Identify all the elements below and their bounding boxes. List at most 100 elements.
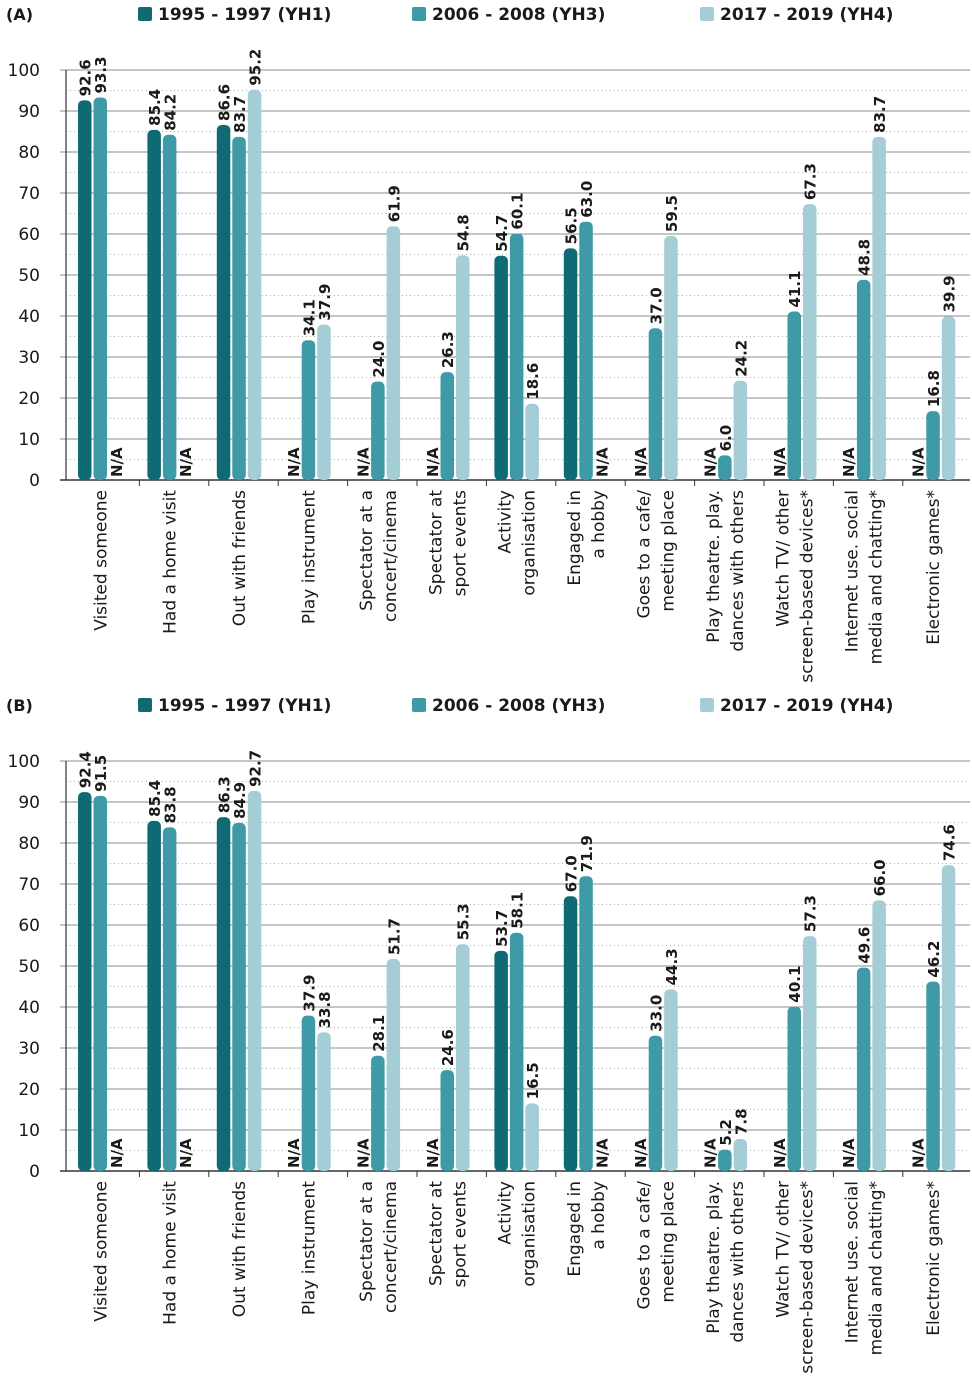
bar [718, 455, 732, 480]
category-label: Had a home visit [161, 490, 181, 634]
na-label: N/A [701, 1138, 719, 1168]
category-label: organisation [520, 1181, 540, 1287]
bar [301, 340, 316, 480]
bar [787, 1006, 801, 1171]
na-label: N/A [354, 447, 372, 477]
y-tick-label: 90 [18, 793, 40, 813]
na-label: N/A [424, 1138, 442, 1168]
y-tick-label: 70 [18, 875, 40, 895]
data-label: 41.1 [786, 270, 804, 307]
category-label: organisation [520, 490, 540, 596]
bar [579, 876, 593, 1171]
data-label: 59.5 [663, 195, 681, 232]
data-label: 26.3 [439, 331, 457, 368]
bar [509, 932, 524, 1171]
bar [733, 1139, 748, 1171]
bar [93, 97, 107, 480]
bar [733, 380, 748, 480]
y-tick-label: 10 [18, 1121, 40, 1141]
na-label: N/A [594, 1138, 612, 1168]
category-label: a hobby [589, 1181, 609, 1250]
data-label: 54.7 [493, 215, 511, 252]
y-tick-label: 60 [18, 225, 40, 245]
data-label: 93.3 [92, 56, 110, 93]
category-label: Spectator at a [357, 1181, 377, 1302]
chart-b-svg: (B) 1995 - 1997 (YH1) 2006 - 2008 (YH3) 201… [6, 696, 970, 1374]
data-label: 74.6 [941, 824, 959, 861]
data-label: 24.6 [439, 1029, 457, 1066]
data-label: 71.9 [578, 835, 596, 872]
y-tick-label: 90 [18, 102, 40, 122]
bar [440, 1070, 454, 1171]
na-label: N/A [632, 447, 650, 477]
data-label: 24.0 [370, 341, 388, 378]
y-tick-label: 20 [18, 1080, 40, 1100]
data-label: 84.2 [162, 94, 180, 131]
bar [247, 89, 262, 481]
category-label: concert/cinema [381, 490, 401, 622]
legend-label: 2006 - 2008 (YH3) [432, 696, 605, 716]
data-label: 66.0 [871, 859, 889, 896]
data-label: 16.5 [524, 1062, 542, 1099]
data-label: 86.3 [216, 776, 234, 813]
bar [664, 236, 678, 480]
data-label: 92.7 [247, 750, 265, 787]
bar [386, 959, 401, 1171]
na-label: N/A [594, 447, 612, 477]
bar [664, 989, 678, 1171]
data-label: 6.0 [717, 425, 735, 452]
na-label: N/A [910, 447, 928, 477]
na-label: N/A [771, 447, 789, 477]
bar [787, 311, 801, 480]
bar [371, 1055, 385, 1171]
data-label: 92.4 [77, 751, 95, 788]
bar [926, 411, 940, 480]
data-label: 37.9 [300, 975, 318, 1012]
bar [456, 255, 470, 480]
category-label: Internet use. social [843, 490, 863, 652]
y-tick-label: 50 [18, 957, 40, 977]
bar [386, 226, 401, 480]
data-label: 37.0 [647, 287, 665, 324]
bar [494, 255, 508, 480]
bar [872, 136, 886, 480]
category-label: media and chatting* [867, 490, 887, 664]
bar [317, 1032, 331, 1171]
category-label: Play theatre. play. [704, 1181, 724, 1334]
na-label: N/A [424, 447, 442, 477]
data-label: 28.1 [370, 1015, 388, 1052]
data-label: 44.3 [663, 948, 681, 985]
category-label: a hobby [589, 490, 609, 559]
y-tick-label: 30 [18, 1039, 40, 1059]
data-label: 61.9 [385, 185, 403, 222]
bar [525, 1103, 539, 1171]
category-label: Play instrument [299, 490, 319, 624]
category-label: Watch TV/ other [773, 1181, 793, 1318]
category-label: Play instrument [299, 1181, 319, 1315]
na-label: N/A [285, 447, 303, 477]
na-label: N/A [840, 447, 858, 477]
y-tick-label: 70 [18, 184, 40, 204]
na-label: N/A [177, 447, 195, 477]
y-tick-label: 60 [18, 916, 40, 936]
legend-swatch [700, 7, 714, 21]
data-label: 46.2 [925, 941, 943, 978]
bar [78, 792, 92, 1171]
category-label: sport events [450, 1181, 470, 1288]
category-label: sport events [450, 490, 470, 597]
category-label: Out with friends [230, 490, 250, 626]
bar [563, 896, 578, 1171]
bar [494, 950, 508, 1171]
bar [648, 1035, 663, 1171]
bar [803, 936, 817, 1171]
bar [216, 124, 231, 480]
category-label: Out with friends [230, 1181, 250, 1317]
category-label: screen-based devices* [797, 490, 817, 683]
bar [78, 100, 92, 480]
category-label: Internet use. social [843, 1181, 863, 1343]
legend-label: 2017 - 2019 (YH4) [720, 696, 893, 716]
data-label: 33.0 [647, 995, 665, 1032]
data-label: 58.1 [509, 892, 527, 929]
bar [301, 1015, 316, 1171]
legend-swatch [412, 698, 426, 712]
